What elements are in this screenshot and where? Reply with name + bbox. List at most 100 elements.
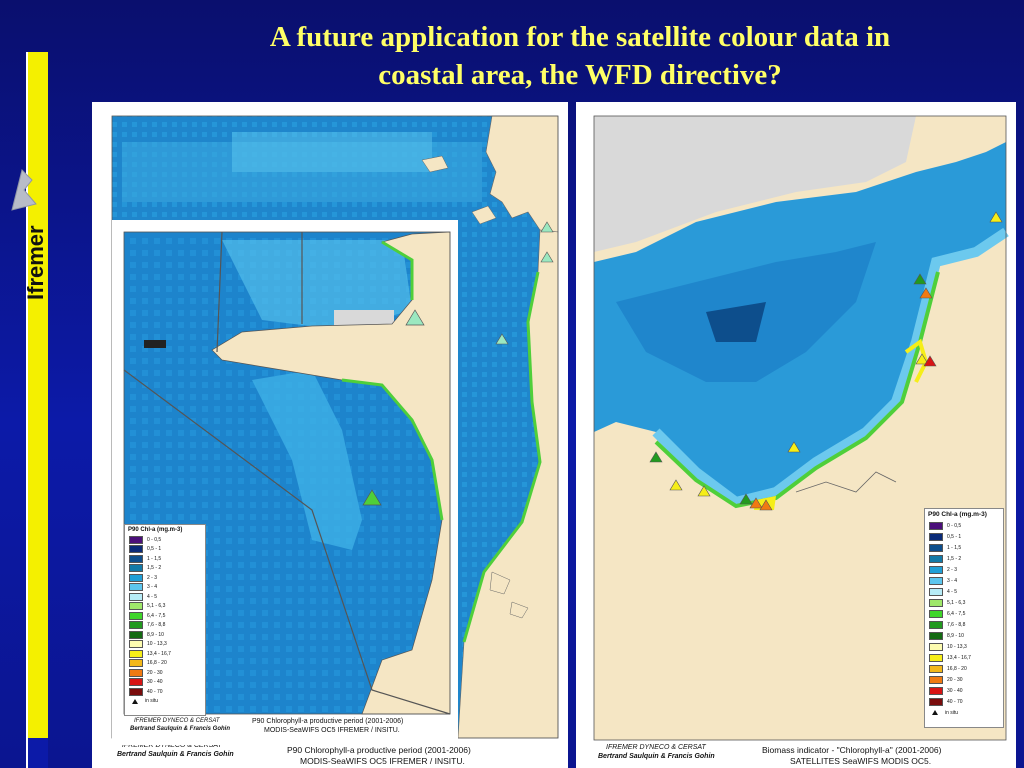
legend-label: 10 - 13,3 — [147, 641, 167, 648]
inset-map-caption-2: MODIS-SeaWIFS OC5 IFREMER / INSITU. — [264, 727, 400, 734]
legend-swatch — [129, 659, 143, 668]
legend-swatch — [129, 592, 143, 601]
legend-label: 13,4 - 16,7 — [947, 654, 971, 661]
legend-label: 4 - 5 — [147, 593, 158, 600]
legend-label: 40 - 70 — [147, 688, 163, 695]
legend-item: 3 - 4 — [125, 583, 205, 593]
legend-item: 6,4 - 7,5 — [125, 611, 205, 621]
slide-title-line-1: A future application for the satellite c… — [269, 21, 891, 53]
right-legend-title: P90 Chl-a (mg.m-3) — [928, 511, 987, 518]
legend-swatch — [129, 583, 143, 592]
legend-swatch — [129, 602, 143, 611]
logo: Ifremer — [23, 200, 53, 310]
inset-legend-title: P90 Chl-a (mg.m-3) — [128, 527, 183, 533]
legend-label: 16,8 - 20 — [147, 660, 167, 667]
legend-item: 7,6 - 8,8 — [125, 621, 205, 631]
left-map-caption-1: P90 Chlorophyll-a productive period (200… — [287, 745, 471, 755]
insitu-triangle-icon — [132, 698, 138, 704]
legend-swatch — [929, 598, 943, 607]
legend-label: 20 - 30 — [147, 669, 163, 676]
legend-swatch — [929, 620, 943, 629]
legend-label: 4 - 5 — [947, 588, 958, 595]
legend-label: 10 - 13,3 — [947, 643, 967, 650]
legend-label: 0,5 - 1 — [947, 533, 962, 540]
legend-item: 0,5 - 1 — [125, 545, 205, 555]
inset-map-panel: P90 Chl-a (mg.m-3) 0 - 0,5 0,5 - 1 1 - 1,5… — [112, 220, 458, 745]
legend-label: 0 - 0,5 — [947, 522, 962, 529]
right-map-caption-1: Biomass indicator - "Chlorophyll-a" (200… — [762, 745, 942, 755]
legend-swatch — [929, 543, 943, 552]
left-map-caption-2: MODIS-SeaWIFS OC5 IFREMER / INSITU. — [300, 756, 465, 766]
legend-swatch — [129, 535, 143, 544]
right-map-panel: P90 Chl-a (mg.m-3) 0 - 0,5 0,5 - 1 1 - 1,5… — [576, 102, 1016, 768]
legend-swatch — [929, 532, 943, 541]
legend-item: 10 - 13,3 — [925, 641, 1003, 652]
legend-label: 40 - 70 — [947, 698, 963, 705]
legend-item: 5,1 - 6,3 — [925, 597, 1003, 608]
slide-title-line-2: coastal area, the WFD directive? — [378, 59, 782, 91]
legend-item: 30 - 40 — [125, 678, 205, 688]
legend-item: 30 - 40 — [925, 685, 1003, 696]
legend-item: 13,4 - 16,7 — [925, 652, 1003, 663]
legend-swatch — [929, 653, 943, 662]
legend-label: 8,9 - 10 — [147, 631, 164, 638]
legend-label: 30 - 40 — [147, 679, 163, 686]
legend-swatch — [129, 649, 143, 658]
legend-item: 0,5 - 1 — [925, 531, 1003, 542]
legend-item: 16,8 - 20 — [925, 663, 1003, 674]
legend-label: 1 - 1,5 — [947, 544, 962, 551]
legend-item: 4 - 5 — [925, 586, 1003, 597]
logo-text: Ifremer — [23, 225, 48, 300]
legend-label: 1,5 - 2 — [147, 565, 162, 572]
legend-label: 5,1 - 6,3 — [947, 599, 966, 606]
legend-swatch — [929, 697, 943, 706]
legend-swatch — [929, 686, 943, 695]
legend-item: 16,8 - 20 — [125, 659, 205, 669]
legend-item: 2 - 3 — [125, 573, 205, 583]
legend-swatch — [929, 576, 943, 585]
legend-label: 16,8 - 20 — [947, 665, 967, 672]
legend-swatch — [929, 587, 943, 596]
inset-map-legend: P90 Chl-a (mg.m-3) 0 - 0,5 0,5 - 1 1 - 1,5… — [124, 524, 206, 716]
legend-insitu: in situ — [125, 697, 205, 707]
legend-label: 0 - 0,5 — [147, 536, 162, 543]
legend-swatch — [129, 687, 143, 696]
legend-item: 1 - 1,5 — [125, 554, 205, 564]
legend-swatch — [929, 675, 943, 684]
legend-item: 0 - 0,5 — [125, 535, 205, 545]
legend-swatch — [929, 664, 943, 673]
legend-swatch — [129, 573, 143, 582]
legend-swatch — [129, 640, 143, 649]
inset-map-credit-1: IFREMER DYNECO & CERSAT — [134, 718, 220, 724]
legend-swatch — [929, 631, 943, 640]
right-map-caption-2: SATELLITES SeaWIFS MODIS OC5. — [790, 756, 932, 766]
legend-item: 20 - 30 — [925, 674, 1003, 685]
legend-item: 5,1 - 6,3 — [125, 602, 205, 612]
legend-label: 3 - 4 — [147, 584, 158, 591]
legend-swatch — [129, 545, 143, 554]
legend-label: 1 - 1,5 — [147, 555, 162, 562]
legend-swatch — [929, 642, 943, 651]
right-map-legend: P90 Chl-a (mg.m-3) 0 - 0,5 0,5 - 1 1 - 1,5… — [924, 508, 1004, 728]
legend-swatch — [129, 554, 143, 563]
slide-title: A future application for the satellite c… — [190, 18, 970, 94]
legend-swatch — [129, 630, 143, 639]
legend-label: 8,9 - 10 — [947, 632, 964, 639]
legend-item: 40 - 70 — [925, 696, 1003, 707]
legend-item: 3 - 4 — [925, 575, 1003, 586]
legend-item: 7,6 - 8,8 — [925, 619, 1003, 630]
legend-item: 6,4 - 7,5 — [925, 608, 1003, 619]
legend-item: 4 - 5 — [125, 592, 205, 602]
inset-map-credit-2: Bertrand Saulquin & Francis Gohin — [130, 726, 231, 732]
inset-map-caption-1: P90 Chlorophyll-a productive period (200… — [252, 718, 404, 725]
legend-item: 1,5 - 2 — [125, 564, 205, 574]
legend-swatch — [929, 565, 943, 574]
legend-insitu-label: in situ — [145, 698, 159, 705]
legend-item: 2 - 3 — [925, 564, 1003, 575]
legend-item: 8,9 - 10 — [125, 630, 205, 640]
legend-label: 6,4 - 7,5 — [947, 610, 966, 617]
left-map-credit-1: IFREMER DYNECO & CERSAT — [122, 742, 222, 749]
legend-insitu: in situ — [925, 707, 1003, 718]
legend-item: 20 - 30 — [125, 668, 205, 678]
legend-label: 20 - 30 — [947, 676, 963, 683]
